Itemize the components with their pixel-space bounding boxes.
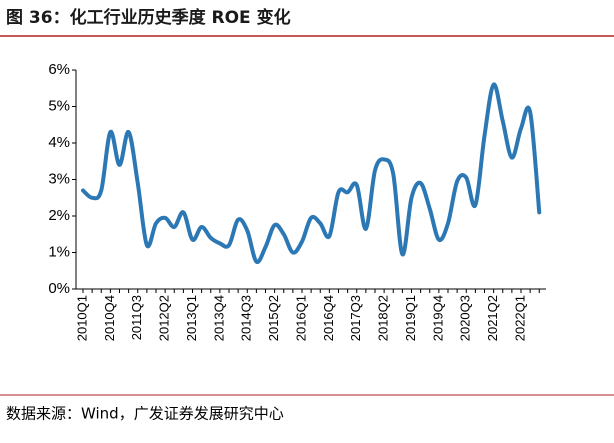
x-tick-label: 2021Q2 (485, 295, 500, 341)
roe-line (81, 82, 542, 265)
x-tick-label: 2020Q3 (458, 295, 473, 341)
x-tick-label: 2018Q2 (376, 295, 391, 341)
x-tick-label: 2013Q1 (184, 295, 199, 341)
x-tick-label: 2019Q4 (430, 295, 445, 341)
y-tick-label: 2% (48, 207, 70, 224)
y-tick-label: 0% (48, 280, 70, 297)
x-tick-label: 2011Q3 (129, 295, 144, 340)
x-tick-label: 2010Q1 (74, 295, 89, 341)
y-tick-label: 1% (48, 243, 70, 260)
y-tick-label: 5% (48, 97, 70, 114)
x-tick-label: 2016Q4 (321, 295, 336, 341)
x-tick-label: 2012Q2 (157, 295, 172, 341)
x-tick-label: 2015Q2 (266, 295, 281, 341)
x-tick-label: 2010Q4 (102, 295, 117, 341)
x-tick-label: 2013Q4 (211, 295, 226, 341)
x-tick-label: 2022Q1 (512, 295, 527, 341)
y-tick-label: 4% (48, 134, 70, 151)
y-tick-label: 3% (48, 170, 70, 187)
x-tick-label: 2014Q3 (239, 295, 254, 341)
x-tick-label: 2016Q1 (293, 295, 308, 341)
source-note: 数据来源：Wind，广发证券发展研究中心 (6, 405, 284, 423)
x-tick-label: 2017Q3 (348, 295, 363, 341)
chart-title: 图 36：化工行业历史季度 ROE 变化 (6, 7, 291, 28)
x-tick-label: 2019Q1 (403, 295, 418, 341)
y-tick-label: 6% (48, 61, 70, 78)
